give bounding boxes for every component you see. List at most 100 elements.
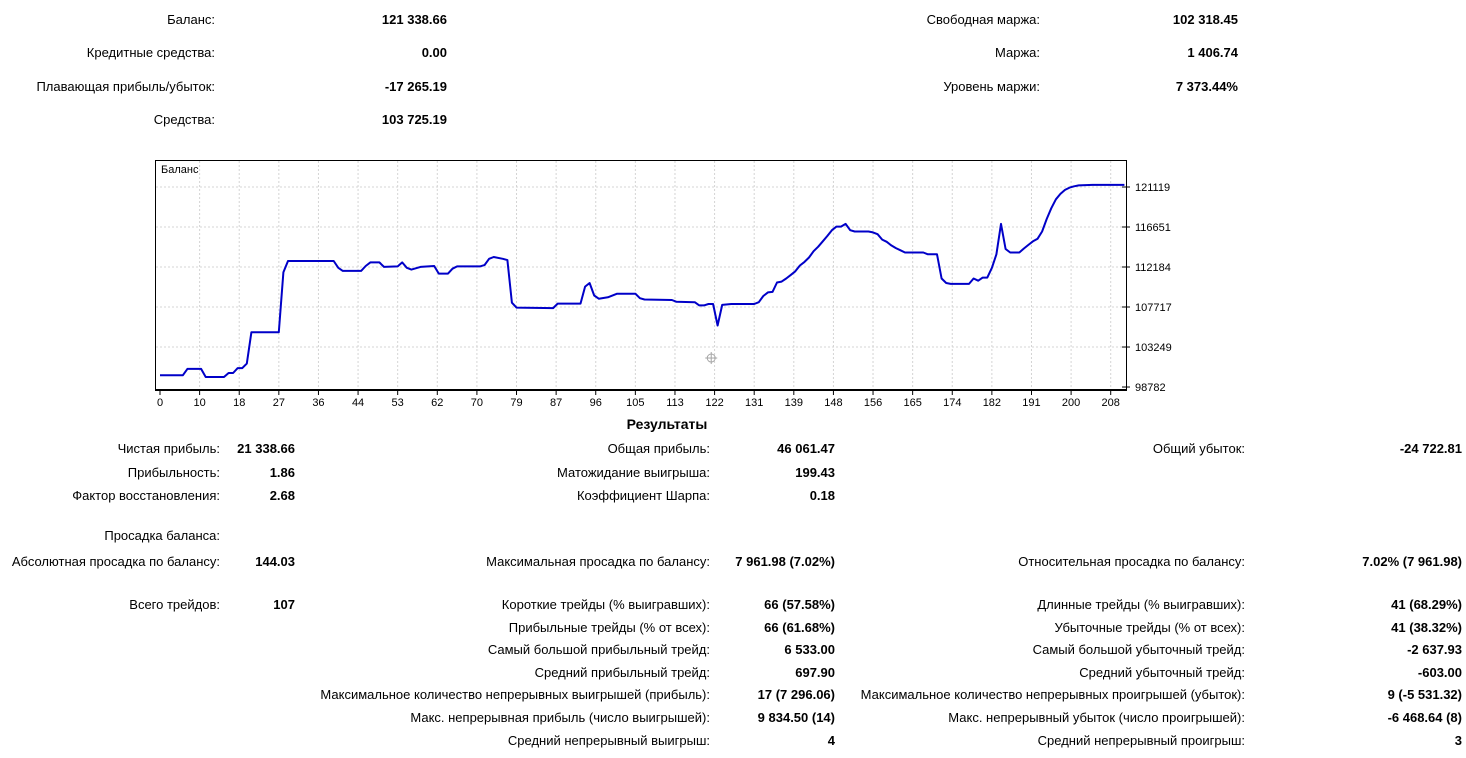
result-label: Максимальная просадка по балансу: bbox=[486, 554, 710, 569]
result-label: Средний непрерывный проигрыш: bbox=[1037, 732, 1245, 748]
result-value: 6 533.00 bbox=[784, 642, 835, 658]
result-value bbox=[1245, 488, 1462, 512]
svg-text:96: 96 bbox=[590, 397, 602, 409]
summary-row: Плавающая прибыль/убыток: -17 265.19 bbox=[0, 79, 447, 112]
svg-text:44: 44 bbox=[352, 397, 364, 409]
result-value bbox=[220, 528, 295, 554]
result-row: Фактор восстановления: 2.68 Коэффициент Ша… bbox=[0, 488, 1462, 512]
result-value bbox=[220, 642, 295, 665]
result-label: Короткие трейды (% выигравших): bbox=[501, 597, 710, 612]
result-label: Прибыльные трейды (% от всех): bbox=[508, 619, 710, 635]
svg-text:156: 156 bbox=[864, 397, 882, 409]
result-value bbox=[220, 620, 295, 643]
result-label: Общий убыток: bbox=[1152, 441, 1245, 456]
svg-text:103249: 103249 bbox=[1135, 342, 1172, 354]
svg-text:0: 0 bbox=[157, 397, 163, 409]
svg-text:18: 18 bbox=[233, 397, 245, 409]
result-label: Максимальное количество непрерывных прои… bbox=[860, 687, 1245, 703]
result-value: 4 bbox=[827, 732, 835, 748]
result-row: Всего трейдов: 107 Короткие трейды (% выиг… bbox=[0, 597, 1462, 620]
result-value: 144.03 bbox=[255, 554, 295, 569]
svg-text:116651: 116651 bbox=[1135, 222, 1171, 234]
result-value: 697.90 bbox=[795, 664, 835, 680]
result-value: 17 (7 296.06) bbox=[757, 687, 835, 703]
result-label: Матожидание выигрыша: bbox=[557, 464, 710, 480]
svg-text:Баланс: Баланс bbox=[161, 164, 199, 176]
result-value: 9 (-5 531.32) bbox=[1387, 687, 1462, 703]
summary-value: -17 265.19 bbox=[384, 78, 447, 94]
svg-text:98782: 98782 bbox=[1135, 382, 1166, 394]
svg-text:174: 174 bbox=[943, 397, 961, 409]
svg-text:112184: 112184 bbox=[1135, 262, 1171, 274]
result-label: Коэффициент Шарпа: bbox=[576, 488, 710, 503]
summary-value: 102 318.45 bbox=[1172, 12, 1238, 27]
balance-chart[interactable]: 0 10 18 27 36 44 53 62 70 79 87 96 105 113 122 131 139 14… bbox=[155, 160, 1195, 410]
result-label: Убыточные трейды (% от всех): bbox=[1054, 619, 1245, 635]
result-value bbox=[220, 733, 295, 756]
summary-value: 121 338.66 bbox=[381, 12, 447, 27]
summary-row: Кредитные средства: 0.00 bbox=[0, 45, 447, 78]
results-section-3: Всего трейдов: 107 Короткие трейды (% выиг… bbox=[0, 597, 1462, 755]
result-label: Самый большой прибыльный трейд: bbox=[487, 642, 710, 658]
summary-value: 103 725.19 bbox=[381, 112, 447, 128]
account-summary-left: Баланс: 121 338.66 Кредитные средства: 0.00… bbox=[0, 12, 447, 146]
result-label: Общая прибыль: bbox=[607, 441, 710, 456]
result-value: -6 468.64 (8) bbox=[1387, 709, 1462, 725]
svg-text:27: 27 bbox=[273, 397, 285, 409]
result-label: Средний прибыльный трейд: bbox=[534, 664, 710, 680]
svg-text:53: 53 bbox=[392, 397, 404, 409]
result-value bbox=[1245, 528, 1462, 554]
result-label: Длинные трейды (% выигравших): bbox=[1037, 597, 1245, 612]
result-label: Макс. непрерывная прибыль (число выигрыш… bbox=[410, 709, 710, 725]
result-label bbox=[0, 620, 220, 643]
result-label bbox=[0, 642, 220, 665]
result-value: 199.43 bbox=[795, 464, 835, 480]
summary-value: 0.00 bbox=[421, 45, 447, 61]
result-value: 66 (61.68%) bbox=[764, 619, 835, 635]
result-label bbox=[295, 528, 710, 554]
result-row: Средний непрерывный выигрыш: 4 Средний неп… bbox=[0, 733, 1462, 756]
results-title: Результаты bbox=[626, 416, 708, 432]
result-row: Чистая прибыль: 21 338.66 Общая прибыль: 46… bbox=[0, 441, 1462, 465]
balance-chart-svg[interactable]: 0 10 18 27 36 44 53 62 70 79 87 96 105 113 122 131 139 14… bbox=[155, 160, 1195, 410]
result-value: 7.02% (7 961.98) bbox=[1362, 554, 1462, 569]
result-label: Максимальное количество непрерывных выиг… bbox=[320, 687, 710, 703]
result-label bbox=[0, 687, 220, 710]
result-value: 41 (38.32%) bbox=[1391, 619, 1462, 635]
svg-text:105: 105 bbox=[626, 397, 644, 409]
result-label: Средний непрерывный выигрыш: bbox=[507, 732, 710, 748]
result-row: Максимальное количество непрерывных выиг… bbox=[0, 687, 1462, 710]
result-label bbox=[835, 528, 1245, 554]
result-value: 46 061.47 bbox=[777, 441, 835, 456]
svg-text:148: 148 bbox=[824, 397, 842, 409]
account-summary-right: Свободная маржа: 102 318.45 Маржа: 1 406.74… bbox=[0, 12, 1238, 112]
result-label: Абсолютная просадка по балансу: bbox=[11, 554, 220, 569]
results-section-2: Просадка баланса: Абсолютная просадка по … bbox=[0, 528, 1462, 580]
result-row: Макс. непрерывная прибыль (число выигрыш… bbox=[0, 710, 1462, 733]
result-value: 66 (57.58%) bbox=[764, 597, 835, 612]
result-value: -603.00 bbox=[1417, 664, 1462, 680]
summary-label: Уровень маржи: bbox=[943, 78, 1040, 94]
svg-text:191: 191 bbox=[1022, 397, 1040, 409]
svg-text:113: 113 bbox=[666, 397, 684, 409]
summary-label: Баланс: bbox=[167, 12, 215, 27]
result-row: Прибыльность: 1.86 Матожидание выигрыша: 19… bbox=[0, 465, 1462, 489]
summary-label: Свободная маржа: bbox=[926, 12, 1040, 27]
svg-text:87: 87 bbox=[550, 397, 562, 409]
result-value bbox=[1245, 465, 1462, 489]
result-label: Самый большой убыточный трейд: bbox=[1032, 642, 1245, 658]
svg-text:182: 182 bbox=[983, 397, 1001, 409]
svg-text:10: 10 bbox=[193, 397, 205, 409]
result-label bbox=[835, 465, 1245, 489]
result-row: Абсолютная просадка по балансу: 144.03 Мак… bbox=[0, 554, 1462, 580]
result-value: 9 834.50 (14) bbox=[757, 709, 835, 725]
summary-row: Маржа: 1 406.74 bbox=[0, 45, 1238, 78]
result-label: Фактор восстановления: bbox=[72, 488, 220, 503]
svg-text:107717: 107717 bbox=[1135, 302, 1172, 314]
result-value: 107 bbox=[273, 597, 295, 612]
svg-text:131: 131 bbox=[745, 397, 763, 409]
summary-value: 7 373.44% bbox=[1175, 78, 1238, 94]
svg-text:200: 200 bbox=[1062, 397, 1080, 409]
result-row: Просадка баланса: bbox=[0, 528, 1462, 554]
result-label: Макс. непрерывный убыток (число проигрыш… bbox=[948, 709, 1245, 725]
